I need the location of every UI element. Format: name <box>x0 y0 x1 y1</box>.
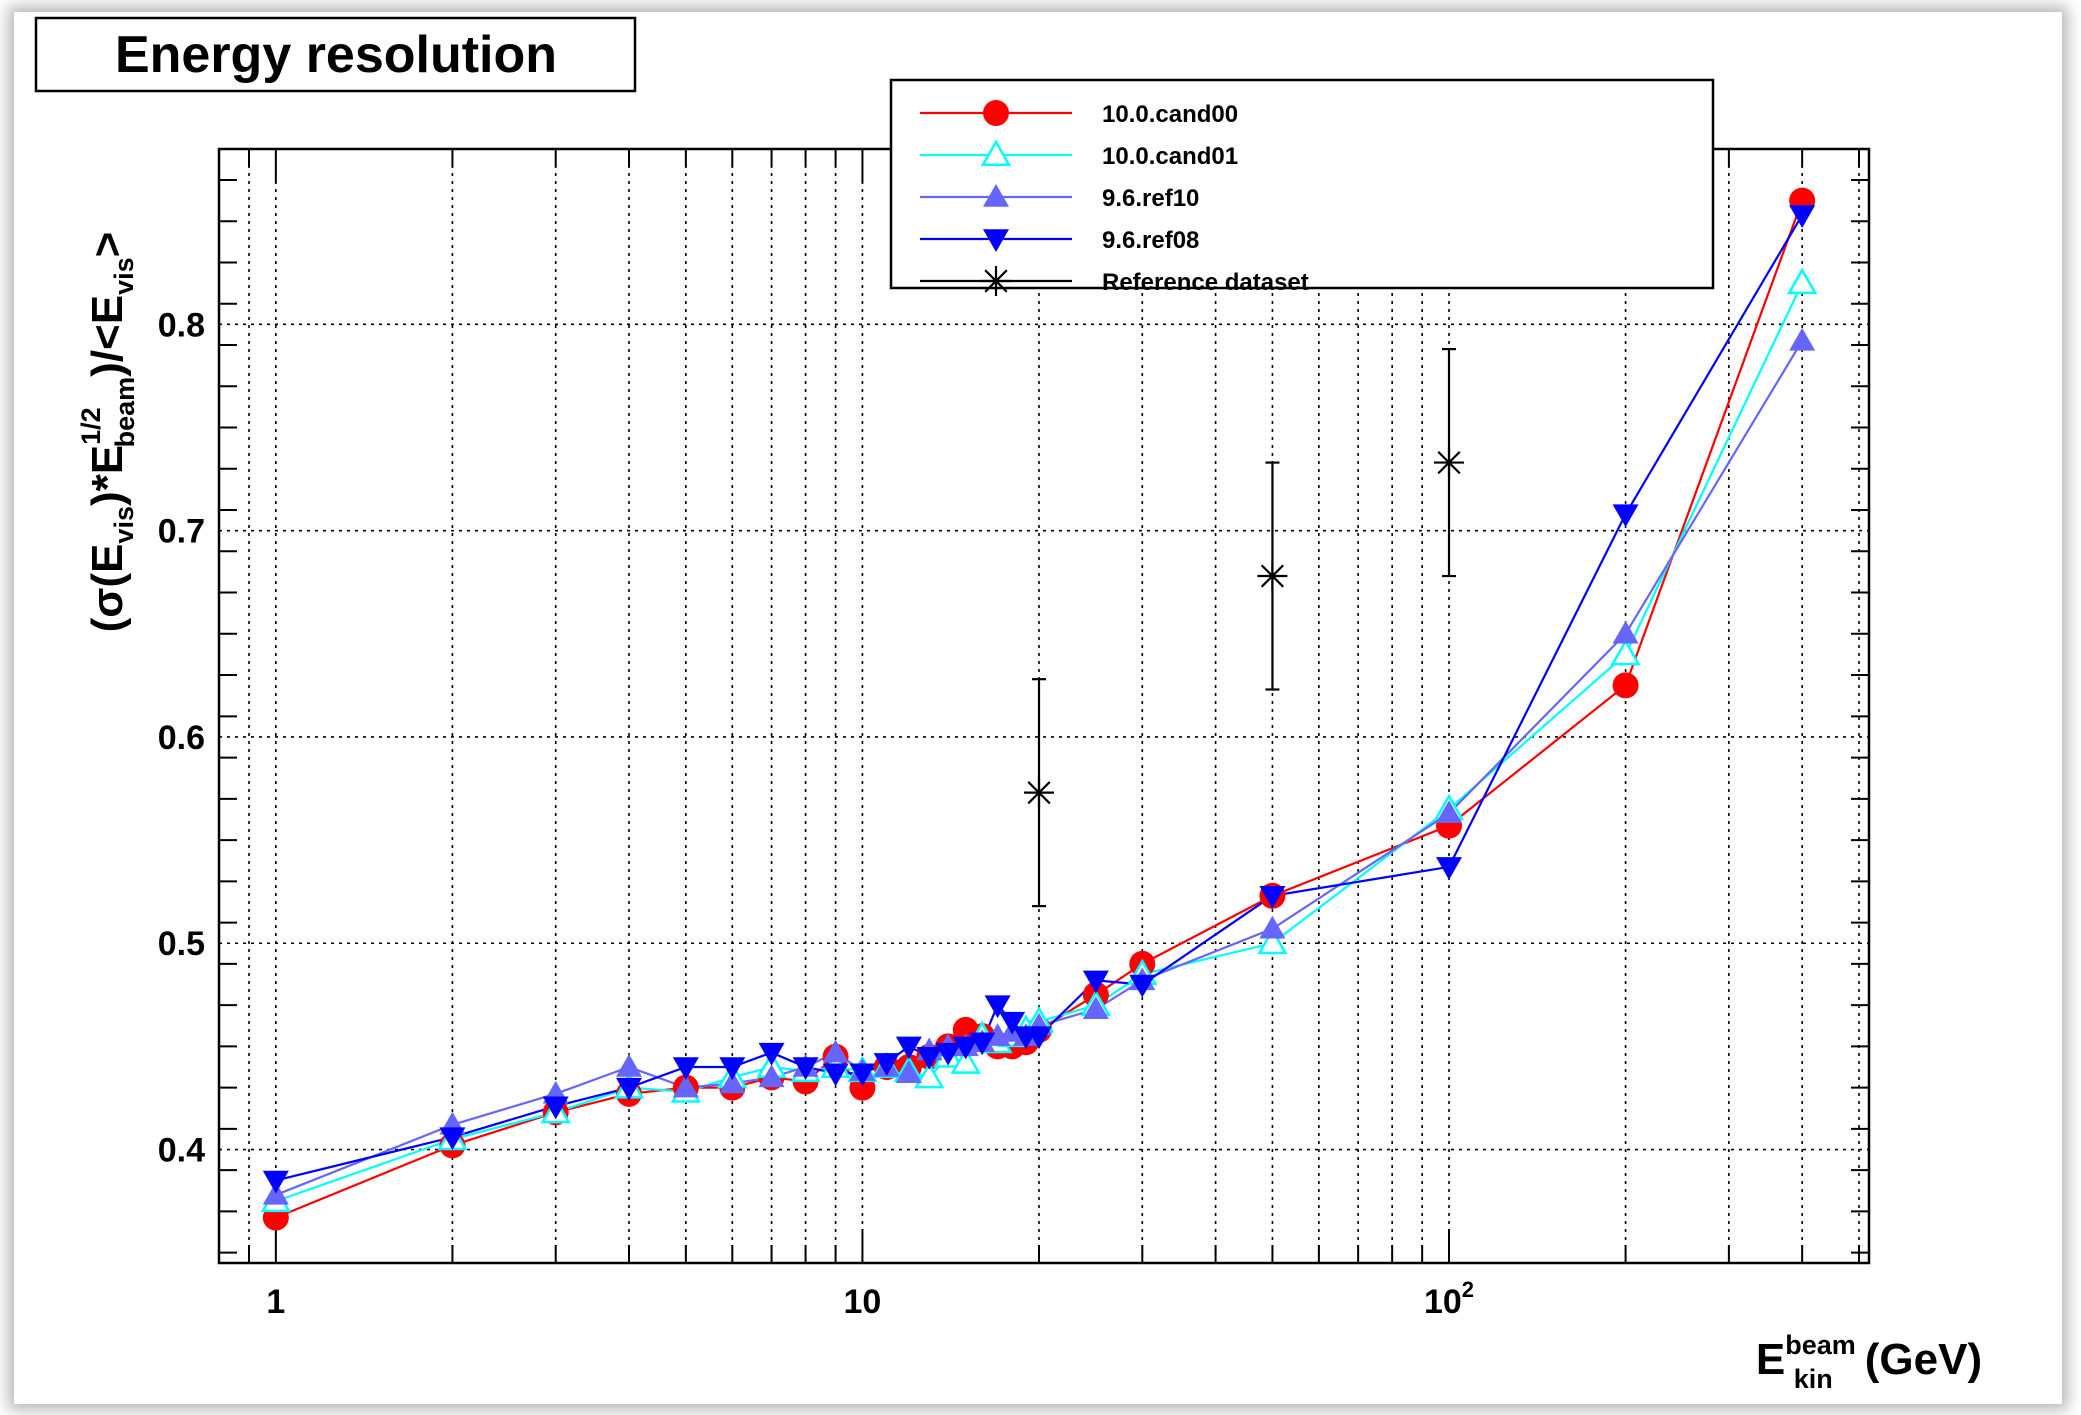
data-point-10-0-cand01 <box>950 1047 981 1074</box>
star-stroke <box>1027 781 1051 805</box>
data-point-9-6-ref10 <box>616 1054 643 1077</box>
legend: 10.0.cand00 10.0.cand01 9.6.ref10 9.6.ref08… <box>889 78 1715 296</box>
data-point-9-6-ref08 <box>439 1127 466 1151</box>
data-point-9-6-ref08 <box>1082 970 1109 994</box>
x-tick-label: 1 <box>266 1283 285 1321</box>
data-point-9-6-ref08 <box>895 1036 922 1060</box>
data-point-9-6-ref08 <box>999 1011 1026 1035</box>
data-point-9-6-ref10 <box>1436 800 1463 824</box>
data-point-9-6-ref08 <box>1026 1026 1053 1050</box>
data-point-9-6-ref08 <box>849 1063 876 1087</box>
data-point-9-6-ref10 <box>822 1039 849 1063</box>
data-point-9-6-ref08 <box>952 1036 979 1060</box>
data-point-9-6-ref08 <box>262 1170 289 1194</box>
data-point-9-6-ref10 <box>1259 915 1286 939</box>
legend-entry-9-6-ref08: 9.6.ref08 <box>920 227 1199 254</box>
data-point-9-6-ref08 <box>873 1053 900 1076</box>
chart-title: Energy resolution <box>115 26 557 84</box>
data-point-9-6-ref10 <box>719 1070 746 1094</box>
y-tick-label: 0.8 <box>158 306 205 344</box>
data-point-9-6-ref08 <box>969 1032 996 1056</box>
data-point-9-6-ref08 <box>984 995 1011 1019</box>
data-point-10-0-cand01 <box>914 1061 945 1089</box>
legend-label: 9.6.ref10 <box>1102 185 1199 212</box>
data-point-9-6-ref08 <box>719 1057 746 1081</box>
star-stroke <box>1437 450 1461 475</box>
y-tick-label: 0.7 <box>158 513 205 551</box>
chart-canvas: Energy resolution 1 10 102 0.4 0.5 0.6 0.7 0.8 … <box>14 12 2062 1404</box>
data-point-9-6-ref10 <box>1082 996 1109 1020</box>
data-point-9-6-ref10 <box>895 1060 922 1083</box>
data-point-reference-dataset <box>1434 447 1465 478</box>
y-tick-label: 0.4 <box>158 1132 205 1170</box>
legend-label: 10.0.cand01 <box>1102 143 1238 170</box>
data-point-9-6-ref08 <box>758 1042 785 1066</box>
x-axis-label: Ebeam kin (GeV) <box>1756 1330 1982 1394</box>
legend-marker <box>983 184 1009 207</box>
data-points <box>260 187 1818 1231</box>
legend-marker <box>981 266 1011 296</box>
data-point-9-6-ref08 <box>792 1057 819 1081</box>
data-point-9-6-ref10 <box>1612 620 1639 644</box>
legend-marker <box>980 139 1012 166</box>
y-tick-label: 0.5 <box>158 925 205 963</box>
data-point-10-0-cand01 <box>1610 638 1641 666</box>
data-point-9-6-ref08 <box>935 1042 962 1066</box>
data-point-9-6-ref08 <box>616 1077 643 1101</box>
energy-resolution-plot: Energy resolution 1 10 1020.40.50.60.70.8 … <box>34 16 1982 1394</box>
star-stroke <box>984 269 1008 293</box>
data-point-9-6-ref08 <box>672 1057 699 1081</box>
star-stroke <box>1260 564 1285 588</box>
legend-marker <box>983 229 1009 252</box>
x-tick-label: 102 <box>1424 1277 1474 1321</box>
legend-label: 10.0.cand00 <box>1102 101 1238 128</box>
y-tick-label: 0.6 <box>158 719 205 757</box>
data-point-reference-dataset <box>1024 777 1055 808</box>
data-point-9-6-ref10 <box>758 1064 785 1088</box>
x-tick-label: 10 <box>844 1283 882 1321</box>
data-point-9-6-ref08 <box>916 1046 943 1070</box>
y-axis-label: (σ(Evis)*E1/2 beam)/<Evis> <box>76 232 140 633</box>
x-tick-label-exponent: 2 <box>1462 1277 1474 1302</box>
legend-marker <box>983 100 1009 126</box>
data-point-reference-dataset <box>1257 561 1288 592</box>
data-point-9-6-ref08 <box>542 1096 569 1120</box>
data-point-10-0-cand01 <box>1257 927 1288 955</box>
plot-frame <box>217 147 1871 1265</box>
grid <box>218 149 1869 1263</box>
data-point-9-6-ref08 <box>1259 886 1286 909</box>
data-point-9-6-ref08 <box>1436 857 1463 880</box>
legend-entry-10-0-cand00: 10.0.cand00 <box>920 100 1238 128</box>
chart-title-box: Energy resolution <box>34 16 637 93</box>
axes: 1 10 102 0.4 0.5 0.6 0.7 0.8 <box>158 147 1871 1321</box>
data-point-9-6-ref08 <box>1612 504 1639 528</box>
data-point-9-6-ref08 <box>1129 974 1156 998</box>
data-point-9-6-ref10 <box>1789 327 1816 351</box>
data-point-9-6-ref08 <box>1789 205 1816 229</box>
legend-label: Reference dataset <box>1102 269 1309 296</box>
legend-entry-10-0-cand01: 10.0.cand01 <box>920 139 1238 170</box>
data-point-10-0-cand01 <box>1787 267 1818 295</box>
legend-entry-9-6-ref10: 9.6.ref10 <box>920 184 1199 212</box>
legend-entry-reference-dataset: Reference dataset <box>920 266 1309 296</box>
data-point-9-6-ref10 <box>672 1074 699 1098</box>
legend-label: 9.6.ref08 <box>1102 227 1199 254</box>
data-point-10-0-cand00 <box>1612 672 1639 699</box>
data-point-9-6-ref08 <box>822 1063 849 1087</box>
